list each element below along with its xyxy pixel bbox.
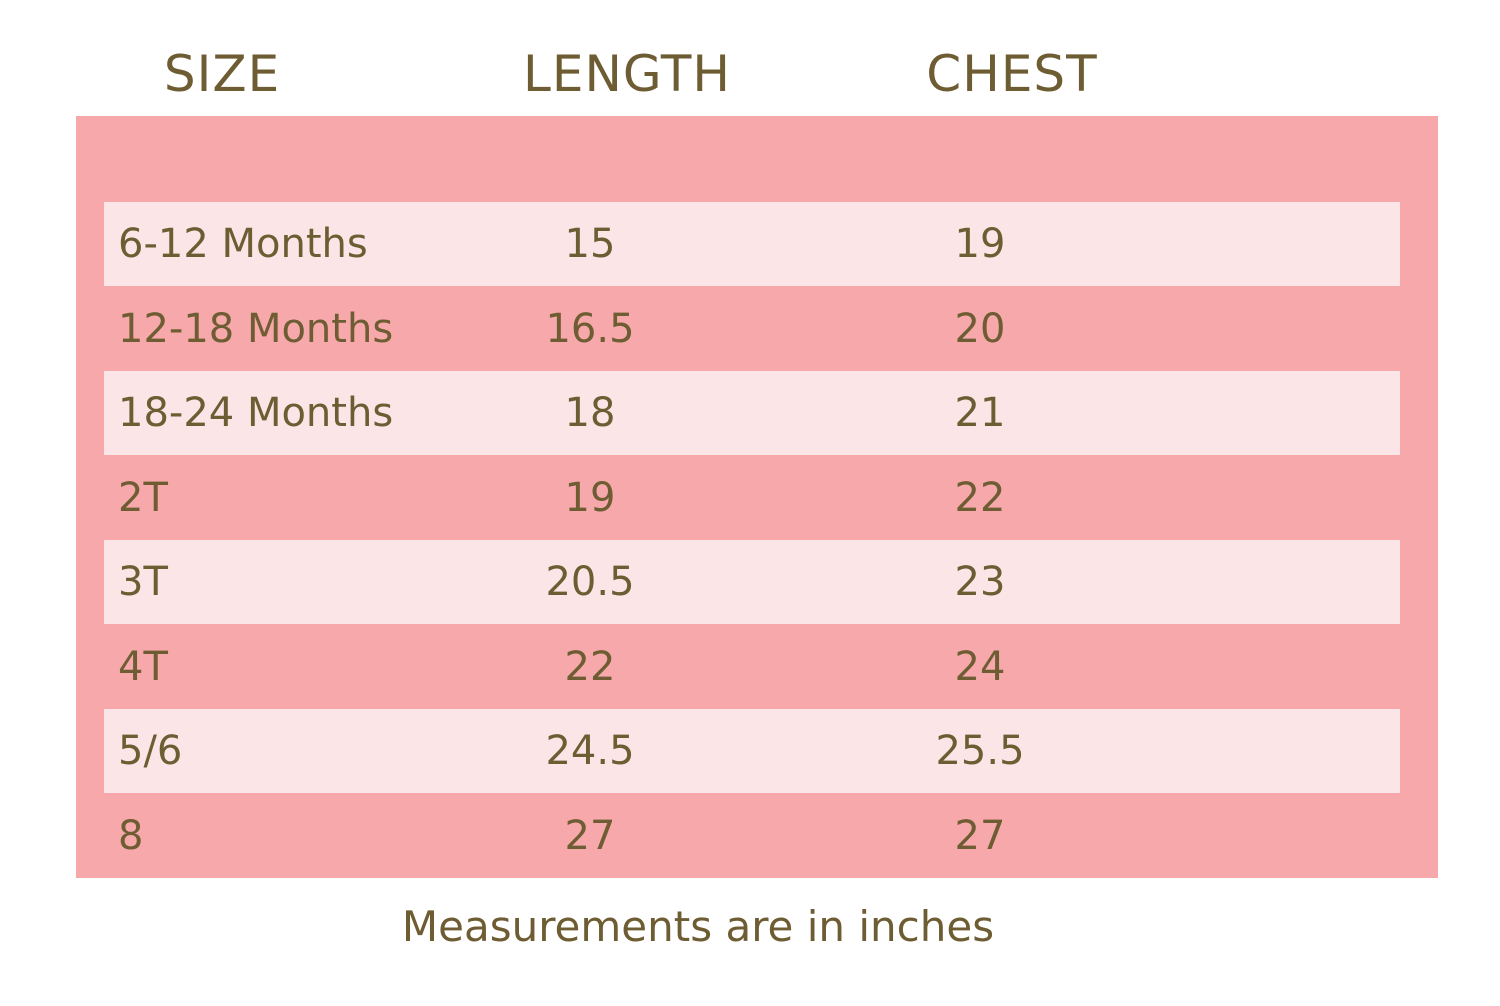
footnote: Measurements are in inches [401,902,995,951]
row-stripe [104,202,1400,286]
table-cell: 18 [564,390,616,436]
table-cell: 22 [564,643,616,690]
table-cell: 15 [564,221,616,267]
row-stripe [104,709,1400,793]
table-cell: 8 [118,812,144,859]
table-cell: 27 [564,812,616,859]
table-cell: 24.5 [545,728,635,774]
table-cell: 12-18 Months [118,305,394,352]
table-cell: 19 [564,474,616,521]
table-cell: 5/6 [118,728,183,774]
header-cell: LENGTH [523,45,731,103]
table-cell: 20.5 [545,559,635,605]
table-cell: 20 [954,305,1006,352]
table-cell: 23 [954,559,1006,605]
table-cell: 3T [118,559,168,605]
table-cell: 24 [954,643,1006,690]
table-cell: 22 [954,474,1006,521]
table-cell: 25.5 [935,728,1025,774]
table-cell: 16.5 [545,305,635,352]
table-cell: 4T [118,643,168,690]
table-cell: 19 [954,221,1006,267]
header-cell: CHEST [926,45,1098,103]
table-cell: 6-12 Months [118,221,368,267]
header-cell: SIZE [163,45,281,103]
table-cell: 18-24 Months [118,390,394,436]
row-stripe [104,540,1400,624]
table-cell: 2T [118,474,168,521]
table-cell: 21 [954,390,1006,436]
row-stripe [104,371,1400,455]
table-cell: 27 [954,812,1006,859]
